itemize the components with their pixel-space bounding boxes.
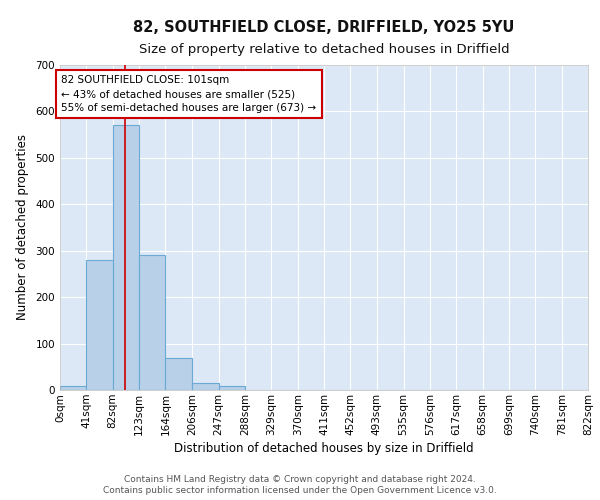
Text: Contains HM Land Registry data © Crown copyright and database right 2024.: Contains HM Land Registry data © Crown c… xyxy=(124,475,476,484)
Text: 82, SOUTHFIELD CLOSE, DRIFFIELD, YO25 5YU: 82, SOUTHFIELD CLOSE, DRIFFIELD, YO25 5Y… xyxy=(133,20,515,35)
Bar xyxy=(218,386,245,390)
Text: Contains public sector information licensed under the Open Government Licence v3: Contains public sector information licen… xyxy=(103,486,497,495)
Text: 82 SOUTHFIELD CLOSE: 101sqm
← 43% of detached houses are smaller (525)
55% of se: 82 SOUTHFIELD CLOSE: 101sqm ← 43% of det… xyxy=(61,75,316,113)
Bar xyxy=(139,256,166,390)
Bar xyxy=(113,126,139,390)
Bar xyxy=(166,358,193,390)
Bar xyxy=(193,382,218,390)
Bar xyxy=(86,260,113,390)
X-axis label: Distribution of detached houses by size in Driffield: Distribution of detached houses by size … xyxy=(174,442,474,455)
Y-axis label: Number of detached properties: Number of detached properties xyxy=(16,134,29,320)
Bar xyxy=(60,386,86,390)
Text: Size of property relative to detached houses in Driffield: Size of property relative to detached ho… xyxy=(139,42,509,56)
